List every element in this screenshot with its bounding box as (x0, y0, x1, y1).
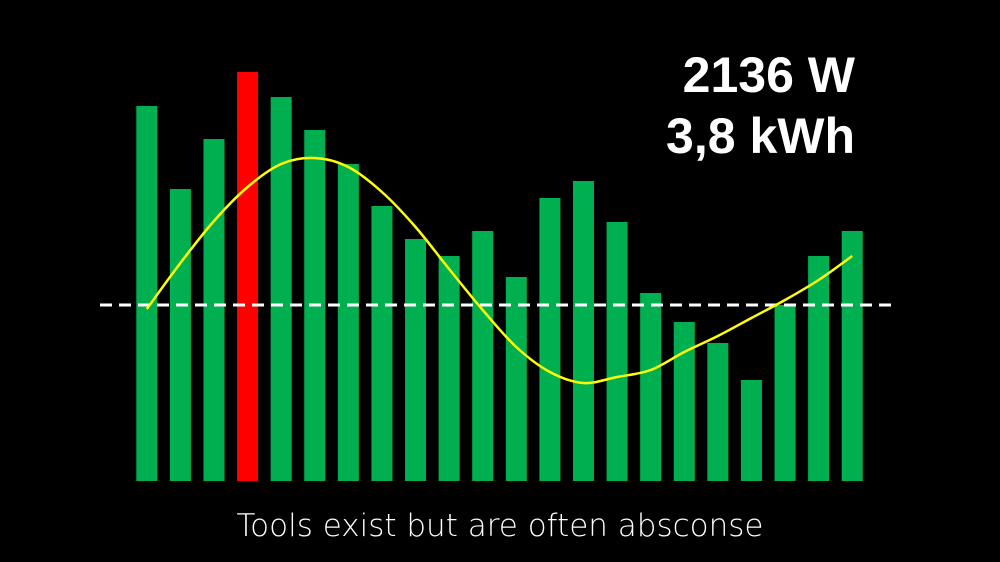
bar (371, 206, 393, 481)
bar (203, 139, 225, 481)
bar (808, 256, 830, 481)
bar (237, 72, 259, 481)
bar (740, 380, 762, 481)
bar (774, 305, 796, 481)
bar (673, 322, 695, 481)
bar (337, 164, 359, 481)
bar (270, 97, 292, 481)
bar (539, 198, 561, 481)
bar (707, 343, 729, 481)
bar (472, 231, 494, 481)
bar (405, 239, 427, 481)
power-reading: 2136 W (683, 47, 856, 103)
bar (136, 106, 158, 481)
bar (640, 293, 662, 481)
energy-reading: 3,8 kWh (666, 108, 855, 164)
caption: Tools exist but are often absconse (237, 508, 764, 544)
bar (505, 277, 527, 481)
bar (169, 189, 191, 481)
bar (606, 222, 628, 481)
bar (438, 256, 460, 481)
bar (572, 181, 594, 481)
trend-line (145, 156, 853, 385)
plot (100, 72, 897, 481)
bar (841, 231, 863, 481)
